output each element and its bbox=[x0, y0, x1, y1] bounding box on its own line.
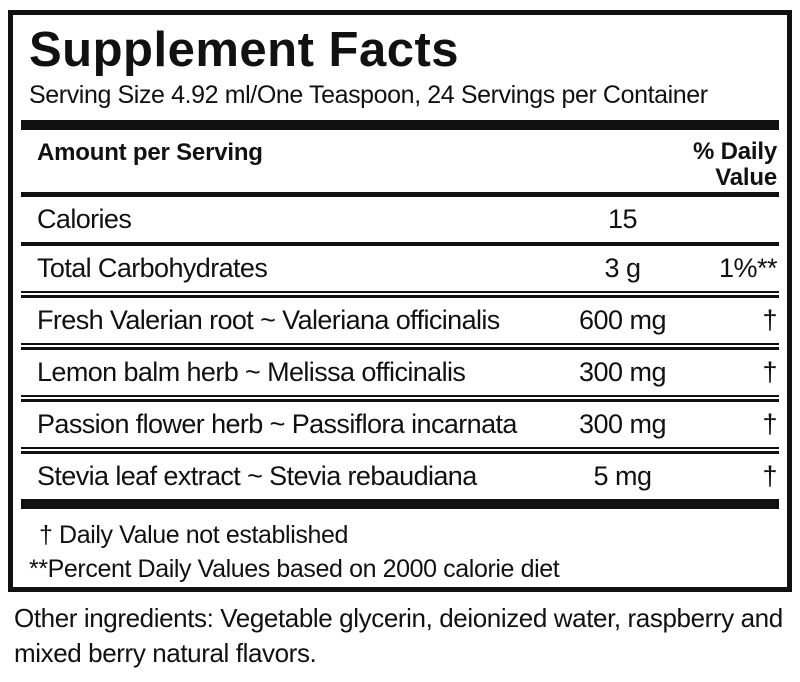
nutrient-name: Lemon balm herb ~ Melissa officinalis bbox=[37, 357, 466, 387]
header-rule bbox=[21, 192, 779, 197]
section-divider-bar-bottom bbox=[21, 499, 779, 509]
other-ingredients-text: Other ingredients: Vegetable glycerin, d… bbox=[14, 603, 783, 668]
percent-daily-value-header-line1: % Daily bbox=[693, 138, 777, 165]
row-rule-double bbox=[21, 395, 779, 402]
row-rule-double bbox=[21, 447, 779, 454]
nutrient-name: Fresh Valerian root ~ Valeriana officina… bbox=[37, 305, 500, 335]
percent-daily-value-header-line2: Value bbox=[715, 164, 777, 191]
nutrient-amount: 600 mg bbox=[578, 305, 667, 335]
nutrient-name: Calories bbox=[37, 204, 132, 234]
nutrient-name: Passion flower herb ~ Passiflora incarna… bbox=[37, 409, 517, 439]
fact-row-stevia-leaf: Stevia leaf extract ~ Stevia rebaudiana … bbox=[13, 454, 787, 499]
section-divider-bar-top bbox=[21, 120, 779, 130]
nutrient-amount: 300 mg bbox=[578, 357, 667, 387]
nutrient-daily-value: † bbox=[762, 357, 777, 387]
nutrient-amount: 300 mg bbox=[578, 409, 667, 439]
fact-row-lemon-balm: Lemon balm herb ~ Melissa officinalis 30… bbox=[13, 350, 787, 395]
nutrient-amount: 5 mg bbox=[593, 461, 652, 491]
panel-title: Supplement Facts bbox=[29, 23, 460, 77]
row-rule bbox=[21, 242, 779, 246]
amount-per-serving-header: Amount per Serving bbox=[37, 139, 263, 166]
nutrient-amount: 15 bbox=[607, 204, 638, 234]
nutrient-daily-value: 1%** bbox=[718, 253, 778, 283]
column-header-row: Amount per Serving % Daily Value bbox=[13, 130, 787, 192]
nutrient-daily-value: † bbox=[762, 409, 777, 439]
footnote-percent-daily-values: **Percent Daily Values based on 2000 cal… bbox=[29, 555, 560, 583]
fact-row-valerian-root: Fresh Valerian root ~ Valeriana officina… bbox=[13, 298, 787, 343]
nutrient-amount: 3 g bbox=[604, 253, 641, 283]
fact-row-calories: Calories 15 bbox=[13, 197, 787, 242]
percent-daily-value-header: % Daily Value bbox=[693, 139, 777, 191]
fact-row-total-carbohydrates: Total Carbohydrates 3 g 1%** bbox=[13, 246, 787, 291]
nutrient-name: Total Carbohydrates bbox=[37, 253, 268, 283]
row-rule-double bbox=[21, 291, 779, 298]
serving-size-line: Serving Size 4.92 ml/One Teaspoon, 24 Se… bbox=[29, 81, 708, 109]
footnote-daily-value-not-established: † Daily Value not established bbox=[39, 521, 348, 549]
nutrient-name: Stevia leaf extract ~ Stevia rebaudiana bbox=[37, 461, 477, 491]
nutrient-daily-value: † bbox=[762, 461, 777, 491]
supplement-facts-panel: Supplement Facts Serving Size 4.92 ml/On… bbox=[8, 10, 792, 592]
fact-row-passion-flower: Passion flower herb ~ Passiflora incarna… bbox=[13, 402, 787, 447]
row-rule-double bbox=[21, 343, 779, 350]
footnotes: † Daily Value not established **Percent … bbox=[13, 518, 787, 586]
nutrient-daily-value: † bbox=[762, 305, 777, 335]
